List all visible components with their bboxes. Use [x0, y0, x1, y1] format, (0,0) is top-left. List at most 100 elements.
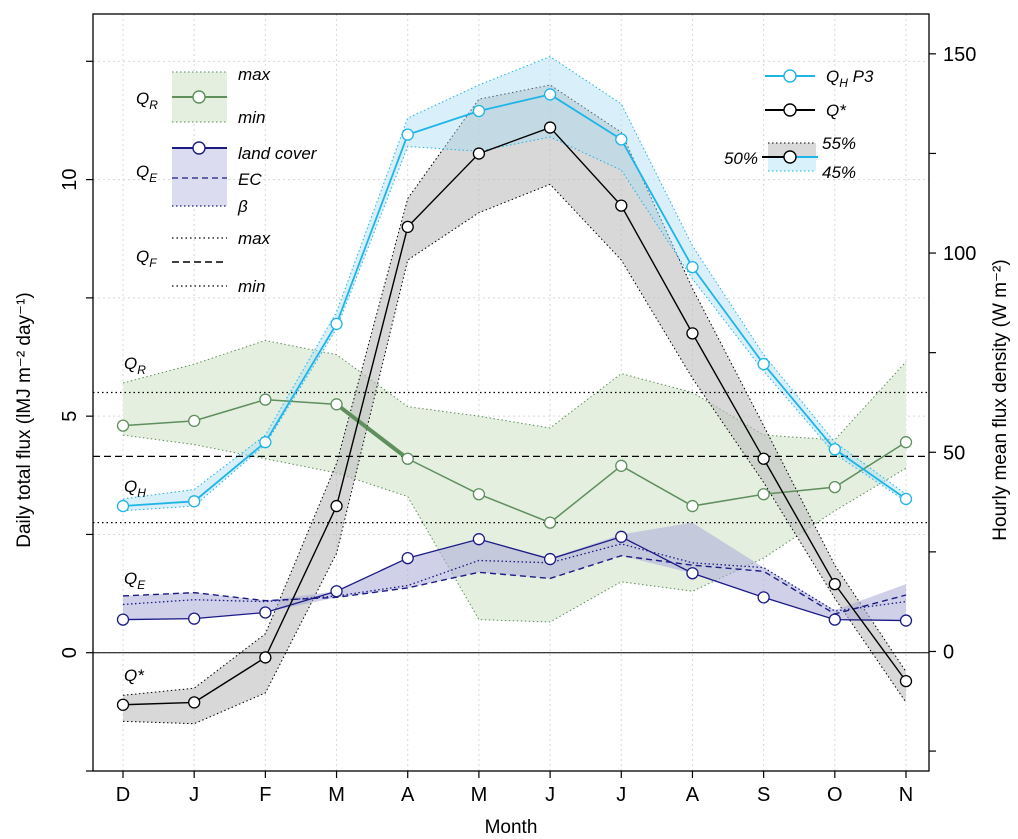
legend-pct-marker: [783, 150, 797, 164]
legend-qf-max-text: max: [238, 229, 271, 248]
y-left-tick-label: 5: [59, 411, 81, 422]
qr-point: [472, 488, 486, 501]
x-axis-title: Month: [485, 817, 538, 838]
inline-label-qe: QE: [124, 569, 146, 592]
qh-point: [543, 88, 557, 101]
legend-qstar-pct-band: [768, 143, 816, 157]
y-right-tick-label: 50: [943, 442, 965, 464]
x-tick-label: S: [757, 784, 770, 806]
qe-point: [686, 567, 699, 580]
qr-point: [757, 488, 770, 501]
legend-qr-max-text: max: [238, 65, 271, 84]
qstar-line: [122, 126, 907, 706]
qe-point: [899, 614, 913, 627]
qe-point: [472, 533, 486, 546]
legend-pct45-text: 45%: [822, 163, 856, 182]
y-right-tick-label: 100: [943, 243, 976, 265]
legend-qh-pct-band: [768, 157, 816, 171]
qr-point: [330, 398, 343, 411]
qh-line: [122, 93, 907, 507]
y-right-tick-label: 0: [943, 641, 954, 663]
plot-frame: [92, 13, 930, 772]
legend-pct55-text: 55%: [822, 134, 856, 153]
qe-point: [401, 551, 414, 565]
x-tick-label: M: [471, 784, 488, 806]
x-tick-label: M: [328, 784, 345, 806]
inline-label-qr: QR: [124, 354, 146, 377]
y-left-tick-label: 0: [59, 647, 81, 658]
legend-qe-landcover-text: land cover: [238, 144, 318, 163]
x-tick-label: O: [827, 784, 843, 806]
qe-point: [259, 606, 272, 619]
series-markers: [116, 88, 913, 711]
qe-point: [615, 530, 628, 543]
legends: QR max min QE land cover EC β QF max min QH P3 Q* 50…: [136, 65, 874, 296]
qr-point: [188, 414, 201, 428]
qr-point: [899, 436, 913, 449]
qe-point: [828, 613, 841, 626]
legend-pct50-text: 50%: [724, 149, 758, 168]
qstar-point: [828, 577, 841, 591]
qr-point: [828, 480, 841, 494]
qr-point: [401, 452, 414, 465]
qe-point: [116, 613, 130, 626]
legend-qf-label: QF: [136, 247, 157, 270]
legend-qr-marker: [192, 90, 206, 104]
qh-point: [472, 104, 486, 118]
x-tick-label: A: [686, 784, 700, 806]
qe-point: [330, 585, 343, 598]
qe-point: [543, 552, 557, 566]
x-tick-label: J: [189, 784, 199, 806]
legend-qr-label: QR: [136, 89, 158, 112]
qr-point: [259, 393, 272, 406]
x-tick-label: J: [545, 784, 555, 806]
reference-lines: [93, 391, 929, 654]
legend-qstar-marker: [783, 103, 797, 117]
qh-point: [330, 317, 343, 331]
qstar-point: [757, 452, 770, 465]
qe-point: [188, 612, 201, 625]
legend-qr-min-text: min: [238, 108, 265, 127]
legend-qh-marker: [783, 69, 797, 83]
qstar-point: [543, 121, 557, 134]
qh-point: [116, 499, 130, 513]
qe-beta-line: [122, 543, 907, 612]
y-axis-right-title: Hourly mean flux density (W m⁻²): [990, 259, 1011, 540]
x-tick-label: A: [401, 784, 415, 806]
x-tick-label: N: [899, 784, 913, 806]
qr-point: [543, 516, 557, 529]
qstar-point: [899, 674, 913, 688]
qh-point: [686, 260, 699, 274]
series-lines: [122, 93, 907, 706]
qh-point: [757, 357, 770, 371]
legend-qh-text: QH P3: [826, 67, 874, 90]
legend-qe-beta-text: β: [237, 197, 248, 216]
legend-qstar-text: Q*: [826, 101, 847, 120]
y-right-tick-label: 150: [943, 44, 976, 66]
inline-labels: QR QH QE Q*: [124, 354, 146, 685]
qh-point: [188, 495, 201, 508]
qh-band-lower-edge: [122, 136, 907, 512]
y-axis-left-title: Daily total flux (lMJ m⁻² day⁻¹): [14, 292, 35, 547]
qe-ec-line: [122, 555, 907, 615]
qstar-point: [188, 696, 201, 709]
qr-highlight-segment: [335, 402, 409, 461]
qh-point: [615, 133, 628, 146]
x-tick-label: F: [259, 784, 271, 806]
qstar-band-upper-edge: [122, 84, 907, 696]
qstar-point: [259, 651, 272, 664]
legend-qe-marker: [192, 141, 206, 155]
qr-point: [615, 459, 628, 472]
x-tick-label: D: [116, 784, 130, 806]
qstar-point: [330, 499, 343, 513]
qstar-point: [686, 327, 699, 340]
inline-label-qs: Q*: [124, 666, 145, 685]
qh-point: [899, 492, 913, 506]
qr-line: [122, 398, 907, 524]
qstar-point: [116, 698, 130, 711]
inline-label-qh: QH: [124, 477, 146, 500]
qh-point: [828, 443, 841, 456]
qstar-band: [123, 84, 906, 724]
